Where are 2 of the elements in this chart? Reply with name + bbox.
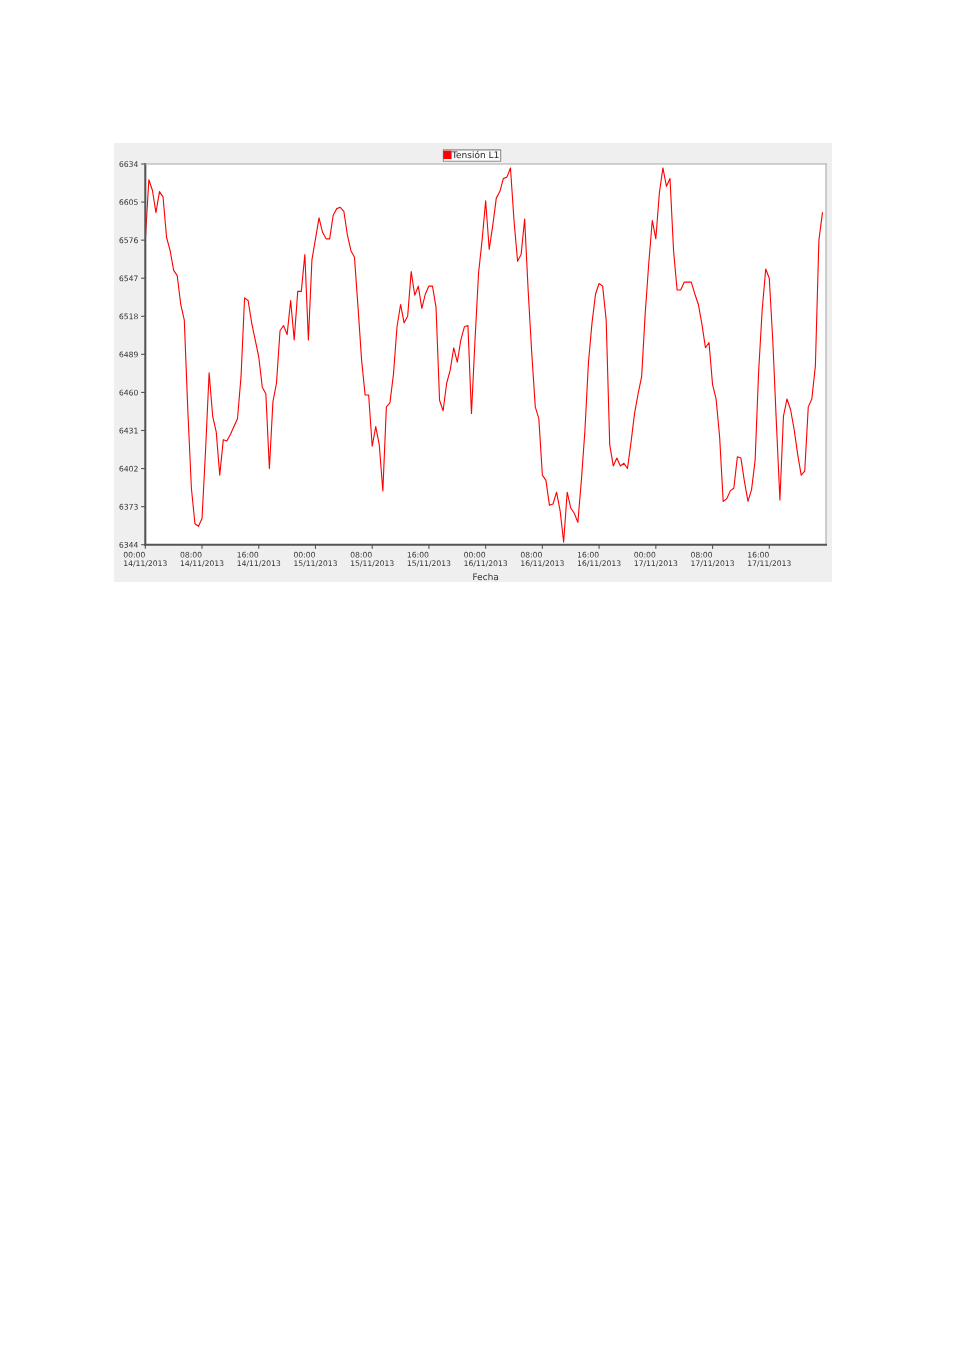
x-axis-title: Fecha [473,573,499,581]
legend-label: Tensión L1 [451,150,499,159]
